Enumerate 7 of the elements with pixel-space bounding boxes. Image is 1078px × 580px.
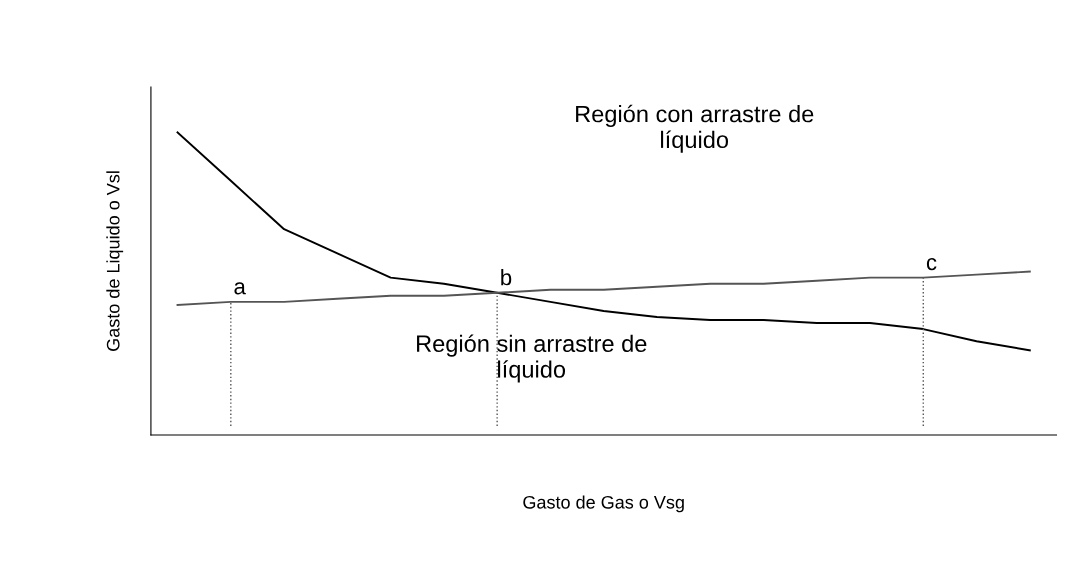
annotation: b <box>501 269 512 286</box>
x-axis-title: Gasto de Gas o Vsg <box>523 495 684 513</box>
y-axis-title: Gasto de Liquido o Vsl <box>106 171 124 351</box>
annotation: a <box>234 282 246 295</box>
annotation: Región con arrastre de líquido <box>576 104 814 153</box>
annotation: c <box>926 258 937 271</box>
annotation: Región sin arrastre de líquido <box>417 334 647 383</box>
